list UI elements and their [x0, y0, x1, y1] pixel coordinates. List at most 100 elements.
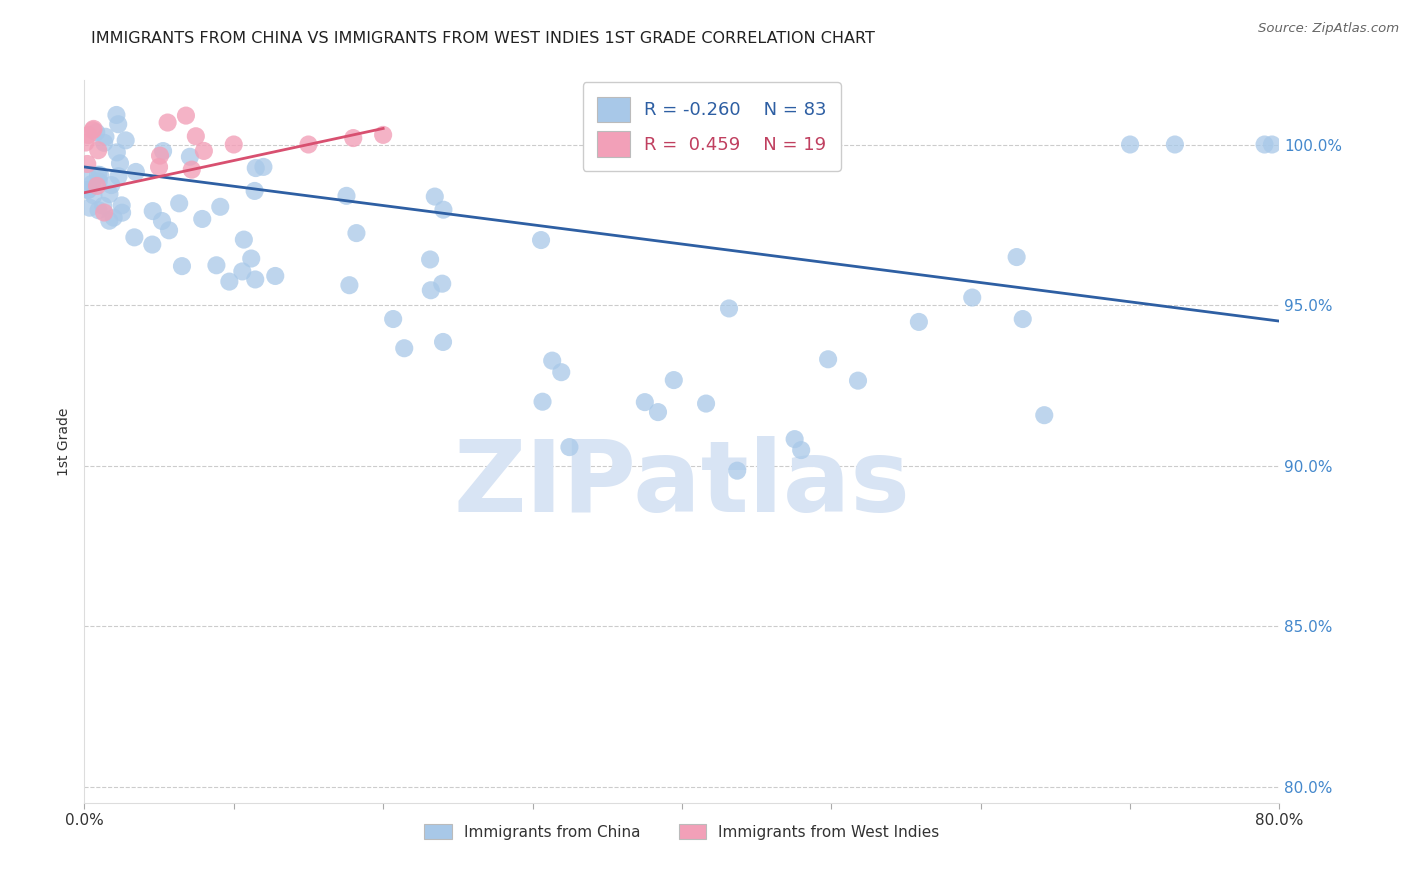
Point [790, 443, 813, 458]
Point [87, 168, 110, 182]
Point [108, 156, 131, 170]
Point [252, 160, 274, 174]
Point [167, 196, 190, 211]
Point [93, 205, 115, 219]
Point [419, 283, 441, 297]
Point [1011, 312, 1033, 326]
Point [77, 183, 100, 197]
Point [89, 168, 111, 182]
Point [179, 150, 201, 164]
Point [634, 395, 657, 409]
Point [231, 264, 253, 278]
Point [174, 109, 197, 123]
Point [84, 125, 107, 139]
Point [111, 205, 134, 219]
Point [87, 143, 110, 157]
Point [1253, 137, 1275, 152]
Point [191, 211, 214, 226]
Point [432, 334, 454, 349]
Point [87, 174, 110, 188]
Point [218, 275, 240, 289]
Point [846, 374, 869, 388]
Point [193, 144, 215, 158]
Point [817, 352, 839, 367]
Point [142, 204, 165, 219]
Point [662, 373, 685, 387]
Point [245, 161, 267, 175]
Point [149, 148, 172, 162]
Point [141, 237, 163, 252]
Point [93, 136, 115, 150]
Point [156, 115, 179, 129]
Point [94, 129, 117, 144]
Point [82, 188, 104, 202]
Point [243, 184, 266, 198]
Point [184, 129, 207, 144]
Point [79, 201, 101, 215]
Point [98, 187, 121, 202]
Point [647, 405, 669, 419]
Point [77, 170, 100, 185]
Point [170, 259, 193, 273]
Point [423, 189, 446, 203]
Point [107, 117, 129, 131]
Point [1033, 408, 1056, 422]
Point [725, 464, 748, 478]
Point [245, 272, 267, 286]
Point [335, 189, 357, 203]
Point [718, 301, 741, 316]
Point [75, 136, 97, 150]
Point [125, 165, 148, 179]
Text: IMMIGRANTS FROM CHINA VS IMMIGRANTS FROM WEST INDIES 1ST GRADE CORRELATION CHART: IMMIGRANTS FROM CHINA VS IMMIGRANTS FROM… [91, 31, 876, 46]
Point [157, 223, 180, 237]
Point [297, 137, 319, 152]
Point [240, 252, 263, 266]
Point [98, 213, 121, 227]
Point [373, 128, 395, 142]
Point [150, 214, 173, 228]
Text: ZIPatlas: ZIPatlas [454, 436, 910, 533]
Point [103, 211, 125, 225]
Point [530, 233, 553, 247]
Point [1005, 250, 1028, 264]
Point [960, 291, 983, 305]
Point [87, 203, 110, 218]
Point [908, 315, 931, 329]
Point [105, 145, 128, 160]
Point [83, 122, 105, 136]
Y-axis label: 1st Grade: 1st Grade [58, 408, 72, 475]
Point [124, 230, 146, 244]
Point [114, 133, 136, 147]
Point [209, 200, 232, 214]
Point [180, 162, 202, 177]
Point [105, 108, 128, 122]
Point [264, 268, 287, 283]
Point [1261, 137, 1284, 152]
Point [541, 353, 564, 368]
Point [77, 128, 100, 142]
Point [77, 183, 100, 197]
Point [80, 177, 103, 191]
Point [82, 123, 104, 137]
Point [432, 277, 454, 291]
Point [695, 396, 717, 410]
Point [783, 432, 806, 446]
Point [382, 312, 405, 326]
Point [222, 137, 245, 152]
Point [1164, 137, 1187, 152]
Point [550, 365, 572, 379]
Point [419, 252, 441, 267]
Text: Source: ZipAtlas.com: Source: ZipAtlas.com [1258, 22, 1399, 36]
Point [558, 440, 581, 454]
Point [107, 169, 129, 184]
Point [148, 160, 170, 174]
Point [346, 226, 368, 240]
Point [205, 258, 228, 272]
Point [432, 202, 454, 217]
Point [1119, 137, 1142, 152]
Point [339, 278, 361, 293]
Legend: Immigrants from China, Immigrants from West Indies: Immigrants from China, Immigrants from W… [418, 818, 946, 846]
Point [100, 178, 122, 192]
Point [91, 199, 114, 213]
Point [111, 198, 134, 212]
